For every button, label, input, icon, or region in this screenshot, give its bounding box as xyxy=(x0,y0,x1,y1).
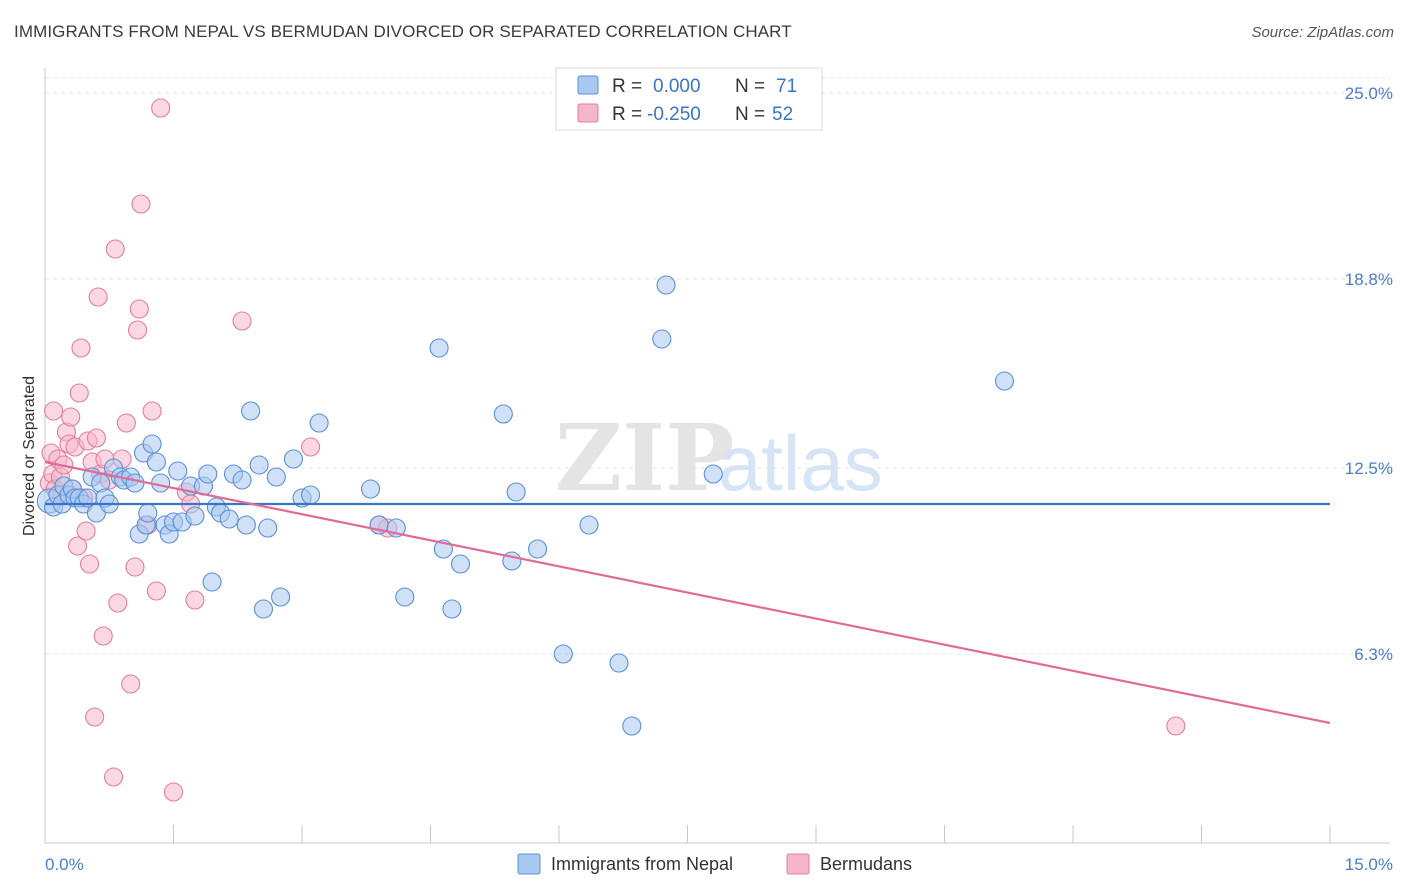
point-nepal xyxy=(450,554,471,574)
point-bermudans xyxy=(44,401,64,421)
legend-swatch-nepal xyxy=(577,75,599,95)
point-bermudans xyxy=(142,401,162,421)
point-bermudans xyxy=(125,557,145,577)
point-nepal xyxy=(258,518,278,538)
point-nepal xyxy=(266,467,286,487)
point-nepal xyxy=(553,644,573,664)
legend-r-value-1: 0.000 xyxy=(653,76,701,97)
chart-title: IMMIGRANTS FROM NEPAL VS BERMUDAN DIVORC… xyxy=(14,22,792,41)
point-nepal xyxy=(168,461,188,481)
y-tick-label-1: 12.5% xyxy=(1345,459,1393,478)
legend-n-label-2: N = xyxy=(735,104,765,125)
point-nepal xyxy=(146,452,166,472)
point-bermudans xyxy=(301,437,321,457)
point-bermudans xyxy=(79,554,100,574)
point-bermudans xyxy=(71,338,91,358)
point-nepal xyxy=(236,515,256,535)
legend-r-label-2: R = xyxy=(612,104,642,125)
point-bermudans xyxy=(68,536,88,556)
point-bermudans xyxy=(131,194,151,214)
point-bermudans xyxy=(85,707,105,727)
legend-r-value-2: -0.250 xyxy=(647,104,701,125)
point-bermudans xyxy=(103,767,124,787)
legend-n-value-2: 52 xyxy=(772,104,793,125)
point-nepal xyxy=(198,464,218,484)
legend-r-label-1: R = xyxy=(612,76,642,97)
bottom-legend-bermudans: Bermudans xyxy=(820,854,912,874)
point-bermudans xyxy=(151,98,171,118)
point-nepal xyxy=(395,587,415,607)
point-nepal xyxy=(249,455,269,475)
y-axis-label: Divorced or Separated xyxy=(21,376,38,536)
trend-lines xyxy=(44,460,1331,725)
point-bermudans xyxy=(88,287,108,307)
point-nepal xyxy=(151,473,171,493)
point-bermudans xyxy=(69,383,89,403)
point-bermudans xyxy=(61,407,81,427)
tick-labels: 6.3% 12.5% 18.8% 25.0% 0.0% 15.0% xyxy=(45,84,1393,874)
watermark-zip: ZIP xyxy=(555,404,734,512)
legend-box: R = 0.000 N = 71 R = -0.250 N = 52 xyxy=(555,67,823,131)
point-bermudans xyxy=(121,674,141,694)
point-bermudans xyxy=(1166,716,1186,736)
point-nepal xyxy=(994,371,1015,391)
point-nepal xyxy=(703,464,723,484)
point-nepal xyxy=(622,716,642,736)
point-bermudans xyxy=(93,626,113,646)
bottom-legend-nepal: Immigrants from Nepal xyxy=(551,854,733,874)
y-tick-label-3: 25.0% xyxy=(1345,84,1393,103)
point-bermudans xyxy=(185,590,205,610)
point-nepal xyxy=(656,275,676,295)
point-bermudans xyxy=(127,320,148,340)
point-nepal xyxy=(442,599,462,619)
point-bermudans xyxy=(76,521,96,541)
point-bermudans xyxy=(129,299,149,319)
point-nepal xyxy=(219,509,239,529)
point-nepal xyxy=(506,482,526,502)
point-nepal xyxy=(609,653,629,673)
point-nepal xyxy=(652,329,672,349)
series-nepal xyxy=(36,275,1015,736)
point-bermudans xyxy=(146,581,166,601)
point-bermudans xyxy=(105,239,125,259)
point-nepal xyxy=(309,413,329,433)
y-tick-label-2: 18.8% xyxy=(1345,270,1393,289)
point-nepal xyxy=(579,515,599,535)
watermark-atlas: atlas xyxy=(718,419,883,507)
point-bermudans xyxy=(163,782,184,802)
point-nepal xyxy=(232,470,252,490)
bottom-legend-swatch-bermudans xyxy=(786,853,810,875)
point-nepal xyxy=(125,473,145,493)
point-nepal xyxy=(360,479,381,499)
point-nepal xyxy=(253,599,274,619)
x-tick-label-1: 15.0% xyxy=(1345,855,1393,874)
point-nepal xyxy=(429,338,449,358)
point-bermudans xyxy=(86,428,106,448)
source-label: Source: ZipAtlas.com xyxy=(1251,24,1394,41)
legend-swatch-bermudans xyxy=(577,103,599,123)
legend-n-value-1: 71 xyxy=(776,76,797,97)
x-tick-label-0: 0.0% xyxy=(45,855,84,874)
point-bermudans xyxy=(108,593,128,613)
point-nepal xyxy=(301,485,321,505)
point-nepal xyxy=(528,539,548,559)
point-nepal xyxy=(283,449,303,469)
grid-lines xyxy=(45,77,1390,655)
point-nepal xyxy=(493,404,513,424)
point-nepal xyxy=(241,401,261,421)
point-nepal xyxy=(271,587,291,607)
point-nepal xyxy=(138,503,158,523)
watermark: ZIP atlas xyxy=(555,404,883,512)
point-bermudans xyxy=(232,311,252,331)
bottom-legend-swatch-nepal xyxy=(517,853,541,875)
trend-line-bermudans xyxy=(44,460,1331,725)
y-tick-label-0: 6.3% xyxy=(1354,645,1393,664)
bottom-legend: Immigrants from Nepal Bermudans xyxy=(517,853,912,875)
point-nepal xyxy=(202,572,222,592)
point-nepal xyxy=(142,434,162,454)
point-nepal xyxy=(185,506,205,526)
legend-n-label-1: N = xyxy=(735,76,765,97)
point-bermudans xyxy=(116,413,136,433)
